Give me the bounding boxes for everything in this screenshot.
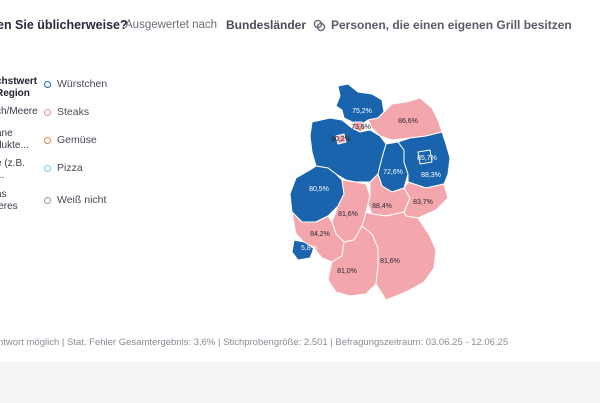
state-sachsen[interactable] xyxy=(403,181,449,219)
answer-option-other-example: e (z.B. ... xyxy=(0,158,52,182)
region-value-label: 5,8% xyxy=(301,245,317,252)
state-bremen[interactable] xyxy=(335,133,347,145)
legend-label: Pizza xyxy=(57,162,83,174)
answer-option-line: ch/Meere xyxy=(0,106,38,117)
answer-option-other: as leres xyxy=(0,189,52,213)
region-value-label: 85,7% xyxy=(417,155,437,162)
survey-footnote: ntwort möglich | Stat. Fehler Gesamterge… xyxy=(0,337,509,348)
answer-option-line: ... xyxy=(0,170,5,181)
filter-label: Personen, die einen eigenen Grill besitz… xyxy=(331,18,572,32)
answer-option-line: ane xyxy=(0,128,13,139)
region-value-label: 86,6% xyxy=(398,118,418,125)
evaluated-by-label: Ausgewertet nach xyxy=(125,19,218,31)
region-value-label: 80,5% xyxy=(309,186,329,193)
legend-label: Gemüse xyxy=(57,134,97,146)
region-value-label: 84,2% xyxy=(310,231,330,238)
answer-option-vegan: ane dukte... xyxy=(0,128,52,152)
germany-map: 75,2% 73,6% 86,6% 80,2% 85,7% 72,6% 88,3… xyxy=(289,83,451,301)
region-value-label: 83,7% xyxy=(413,199,433,206)
region-value-label: 88,3% xyxy=(421,172,441,179)
region-value-label: 81,0% xyxy=(337,268,357,275)
answer-option-fish: ch/Meere xyxy=(0,106,52,118)
answer-option-highest: chstwert Region xyxy=(0,76,52,100)
legend-label: Weiß nicht xyxy=(57,194,107,206)
region-value-label: 81,6% xyxy=(338,211,358,218)
answer-option-line: e (z.B. xyxy=(0,158,25,169)
answer-option-line: chstwert xyxy=(0,76,38,87)
state-saarland[interactable] xyxy=(291,239,315,261)
question-title: en Sie üblicherweise? xyxy=(0,18,128,32)
legend-label: Steaks xyxy=(57,106,90,118)
state-berlin[interactable] xyxy=(417,149,433,165)
answer-option-line: Region xyxy=(0,88,30,99)
region-value-label: 75,2% xyxy=(352,108,372,115)
legend-ring-icon xyxy=(44,137,51,144)
region-value-label: 73,6% xyxy=(351,124,371,131)
region-value-label: 88,4% xyxy=(372,203,392,210)
chart-header: en Sie üblicherweise? Ausgewertet nach B… xyxy=(0,18,600,38)
answer-option-line: leres xyxy=(0,201,18,212)
evaluated-by-dropdown[interactable]: Bundesländer xyxy=(226,18,307,32)
region-value-label: 72,6% xyxy=(383,169,403,176)
filter-rings-icon xyxy=(313,19,326,32)
bottom-bar xyxy=(0,362,600,403)
state-bayern[interactable] xyxy=(361,211,437,301)
legend-ring-icon xyxy=(44,81,51,88)
answer-option-line: dukte... xyxy=(0,140,29,151)
region-value-label: 81,6% xyxy=(380,258,400,265)
legend-ring-icon xyxy=(44,109,51,116)
region-value-label: 80,2% xyxy=(331,136,351,143)
legend-ring-icon xyxy=(44,197,51,204)
legend-label: Würstchen xyxy=(57,78,108,90)
legend-ring-icon xyxy=(44,165,51,172)
answer-option-line: as xyxy=(0,189,7,200)
